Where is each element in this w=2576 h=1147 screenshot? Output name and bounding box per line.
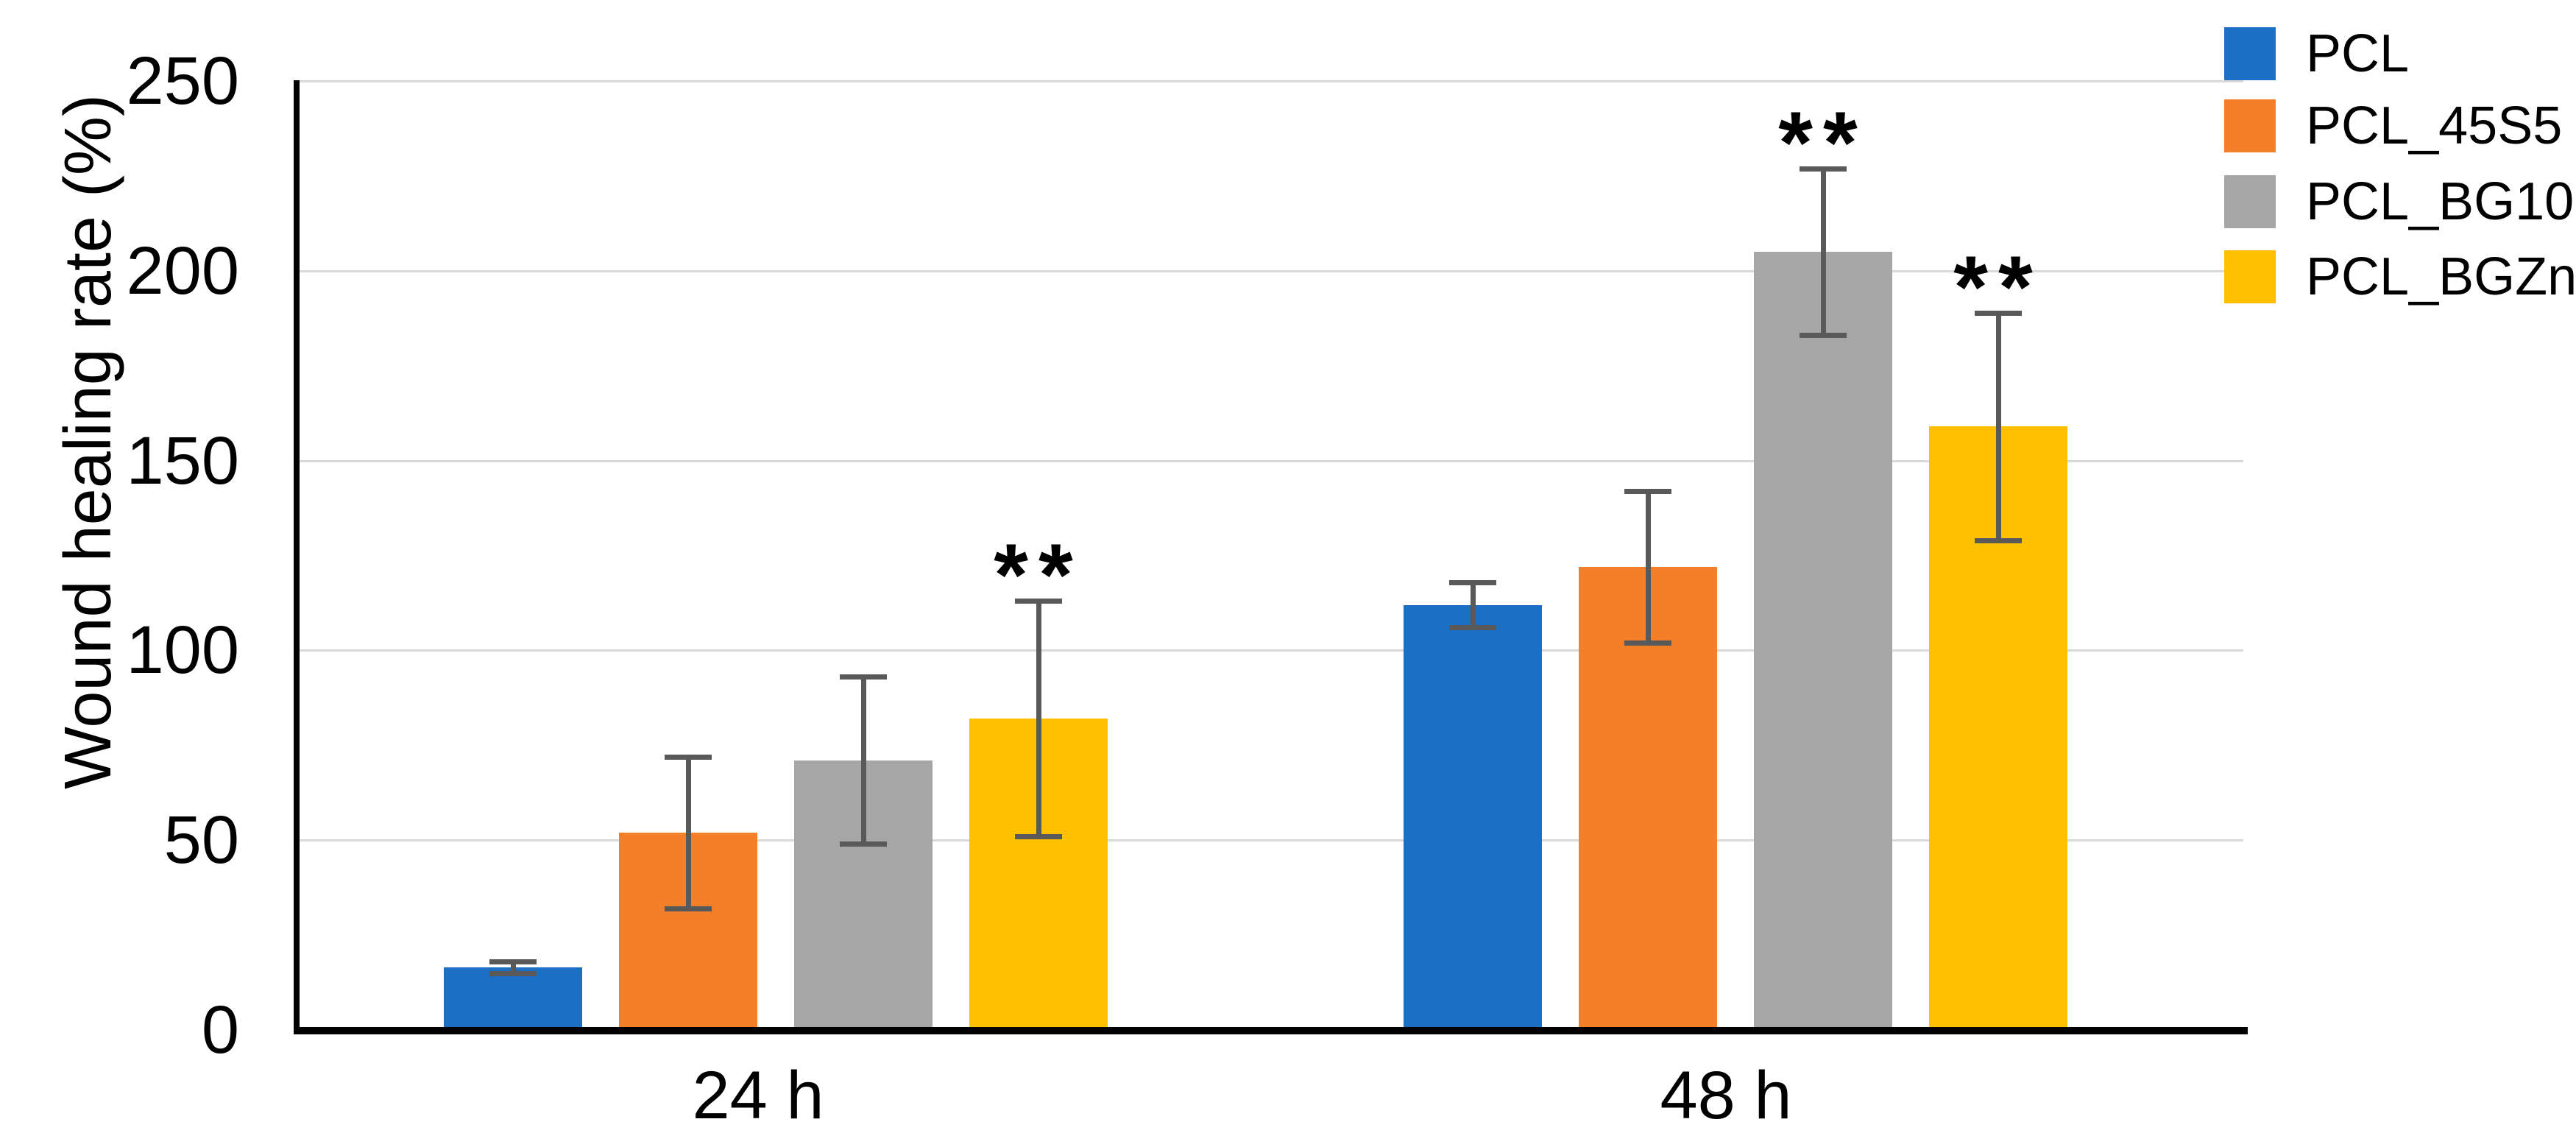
error-cap-bottom bbox=[1015, 834, 1062, 839]
gridline-150 bbox=[297, 460, 2243, 462]
error-cap-top bbox=[489, 959, 537, 964]
y-tick-label-50: 50 bbox=[163, 802, 239, 878]
error-bar-PCL_BG10-24h bbox=[861, 677, 866, 844]
y-axis-line bbox=[294, 80, 300, 1034]
error-bar-PCL_45S5-48h bbox=[1646, 491, 1651, 643]
bar-PCL_BG10-48h bbox=[1754, 252, 1892, 1030]
error-cap-bottom bbox=[1975, 538, 2022, 543]
y-tick-label-100: 100 bbox=[126, 613, 240, 688]
x-axis-line bbox=[294, 1027, 2248, 1034]
y-tick-label-150: 150 bbox=[126, 423, 240, 498]
error-bar-PCL-48h bbox=[1471, 582, 1476, 627]
error-bar-PCL_BGZn-48h bbox=[1996, 313, 2001, 540]
error-cap-bottom bbox=[489, 971, 537, 976]
legend-label-PCL_BG10: PCL_BG10 bbox=[2306, 172, 2575, 231]
error-cap-top bbox=[840, 674, 887, 680]
error-cap-top bbox=[1800, 166, 1847, 172]
error-cap-bottom bbox=[665, 906, 712, 911]
y-tick-label-200: 200 bbox=[126, 233, 240, 308]
legend-label-PCL_45S5: PCL_45S5 bbox=[2306, 96, 2563, 155]
y-tick-label-0: 0 bbox=[201, 992, 239, 1067]
error-cap-top bbox=[1624, 489, 1671, 494]
x-category-label-24h: 24 h bbox=[692, 1058, 824, 1133]
significance-mark-PCL_BG10-48h: ** bbox=[1778, 93, 1868, 192]
y-tick-label-250: 250 bbox=[126, 43, 240, 119]
legend-swatch-PCL_BG10 bbox=[2224, 175, 2276, 228]
x-category-label-48h: 48 h bbox=[1660, 1058, 1792, 1133]
legend-swatch-PCL_BGZn bbox=[2224, 250, 2276, 303]
legend-label-PCL: PCL bbox=[2306, 24, 2410, 83]
significance-mark-PCL_BGZn-24h: ** bbox=[994, 526, 1083, 624]
significance-mark-PCL_BGZn-48h: ** bbox=[1953, 238, 2043, 336]
error-bar-PCL_45S5-24h bbox=[686, 757, 691, 908]
error-bar-PCL-24h bbox=[511, 961, 516, 973]
error-cap-top bbox=[1449, 580, 1496, 585]
legend-swatch-PCL bbox=[2224, 27, 2276, 80]
gridline-200 bbox=[297, 270, 2243, 272]
error-cap-bottom bbox=[1624, 640, 1671, 646]
legend-swatch-PCL_45S5 bbox=[2224, 99, 2276, 152]
gridline-250 bbox=[297, 80, 2243, 82]
gridline-50 bbox=[297, 839, 2243, 841]
error-cap-bottom bbox=[840, 841, 887, 847]
bar-PCL-24h bbox=[444, 967, 582, 1030]
error-cap-bottom bbox=[1800, 333, 1847, 338]
error-bar-PCL_BGZn-24h bbox=[1036, 601, 1041, 836]
gridline-100 bbox=[297, 649, 2243, 652]
error-cap-bottom bbox=[1449, 625, 1496, 630]
bar-PCL-48h bbox=[1404, 605, 1542, 1030]
error-cap-top bbox=[1975, 311, 2022, 316]
error-cap-top bbox=[665, 755, 712, 760]
legend-label-PCL_BGZn: PCL_BGZn bbox=[2306, 247, 2576, 306]
error-bar-PCL_BG10-48h bbox=[1821, 169, 1826, 335]
error-cap-top bbox=[1015, 599, 1062, 604]
